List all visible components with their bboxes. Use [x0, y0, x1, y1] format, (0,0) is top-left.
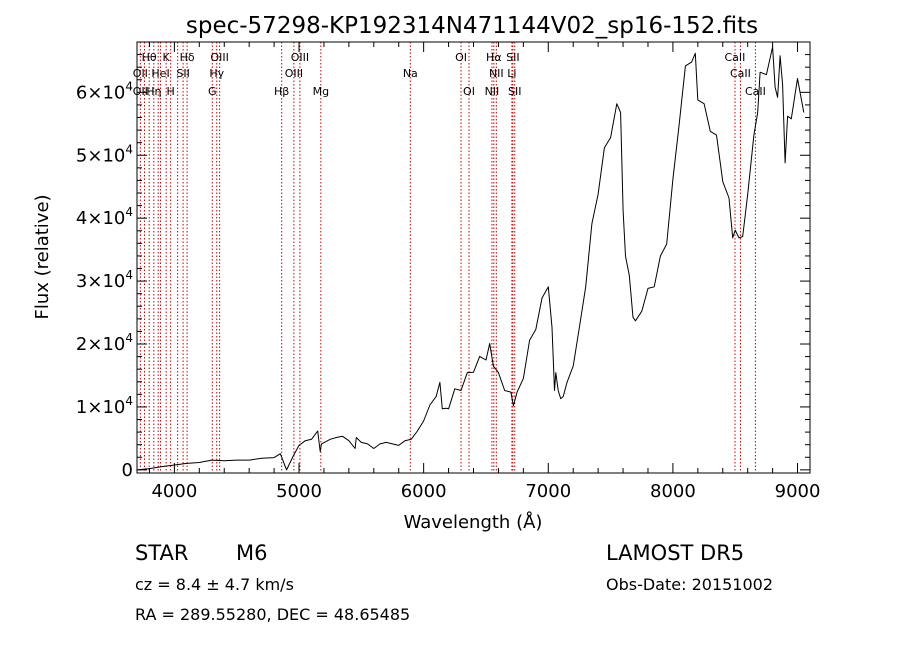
y-tick-label-5: 5×104 — [76, 142, 133, 166]
x-axis: 4000 5000 6000 7000 8000 9000 — [148, 42, 821, 502]
line-label-3: OIII — [210, 51, 228, 64]
line-label-15: NII — [489, 67, 504, 80]
coordinates: RA = 289.55280, DEC = 48.65485 — [135, 605, 410, 624]
line-label-0: Hθ — [142, 51, 157, 64]
y-tick-label-1: 1×104 — [76, 394, 133, 418]
y-axis-label: Flux (relative) — [32, 194, 53, 319]
y-tick-label-6: 6×104 — [76, 79, 133, 103]
observation-date: Obs-Date: 20151002 — [606, 575, 773, 594]
x-tick-label-3: 7000 — [525, 481, 571, 502]
line-label-11: SII — [176, 67, 189, 80]
y-tick-label-3: 3×104 — [76, 268, 133, 292]
x-tick-label-5: 9000 — [775, 481, 821, 502]
y-tick-label-0: 0 — [122, 460, 133, 481]
plot-frame — [136, 41, 811, 474]
line-label-8: CaII — [725, 51, 746, 64]
line-label-5: OI — [455, 51, 467, 64]
object-class: STAR — [135, 541, 188, 565]
line-label-20: H — [167, 85, 175, 98]
x-tick-label-1: 5000 — [276, 481, 322, 502]
line-label-27: CaII — [745, 85, 766, 98]
line-label-12: Hγ — [209, 67, 224, 80]
line-label-24: OI — [463, 85, 475, 98]
line-label-26: SII — [508, 85, 521, 98]
line-label-4: OIII — [291, 51, 309, 64]
line-label-23: Mg — [313, 85, 329, 98]
line-label-21: G — [208, 85, 217, 98]
line-label-9: OII — [133, 67, 148, 80]
line-label-14: Na — [403, 67, 418, 80]
redshift-cz: cz = 8.4 ± 4.7 km/s — [135, 575, 294, 594]
y-axis: 0 1×104 2×104 3×104 4×104 5×104 6×104 — [76, 54, 810, 481]
line-label-25: NII — [485, 85, 500, 98]
line-label-2: Hδ — [180, 51, 195, 64]
x-tick-label-0: 4000 — [151, 481, 197, 502]
y-tick-label-4: 4×104 — [76, 205, 133, 229]
line-label-19: Hη — [146, 85, 161, 98]
line-label-22: Hβ — [274, 85, 289, 98]
line-labels: Hθ K Hδ OIII OIII OI Hα SII CaII OII HeI SII Hγ OIII N… — [133, 51, 766, 98]
series-line-flux — [136, 46, 805, 471]
line-label-10: HeI — [151, 67, 169, 80]
object-subclass: M6 — [236, 541, 267, 565]
line-label-16: Li — [507, 67, 516, 80]
line-label-1: K — [163, 51, 171, 64]
y-tick-label-2: 2×104 — [76, 331, 133, 355]
x-tick-label-2: 6000 — [401, 481, 447, 502]
line-label-13: OIII — [285, 67, 303, 80]
line-label-6: Hα — [486, 51, 502, 64]
x-axis-label: Wavelength (Å) — [404, 511, 543, 533]
chart-title: spec-57298-KP192314N471144V02_sp16-152.f… — [186, 13, 758, 39]
line-label-7: SII — [506, 51, 519, 64]
line-label-17: CaII — [730, 67, 751, 80]
x-tick-label-4: 8000 — [650, 481, 696, 502]
survey-name: LAMOST DR5 — [606, 541, 744, 565]
